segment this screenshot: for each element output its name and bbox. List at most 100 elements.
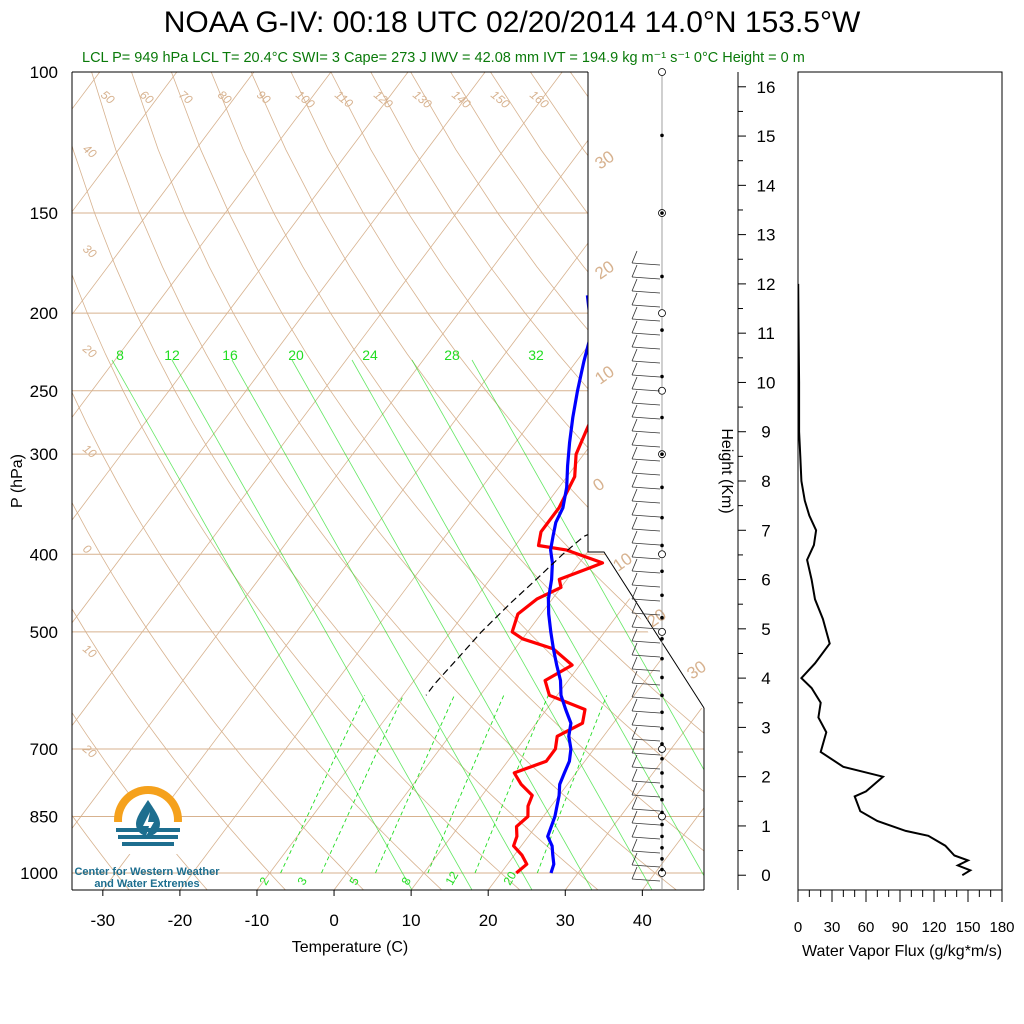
wind-barb-flag xyxy=(631,292,638,306)
isotherm-label: 80 xyxy=(215,88,234,108)
flux-axis-label: Water Vapor Flux (g/kg*m/s) xyxy=(802,943,1002,960)
mixing-ratio-label: 16 xyxy=(222,347,238,363)
pressure-tick-label: 150 xyxy=(30,204,58,223)
wind-level-dot xyxy=(660,867,664,872)
pressure-tick-label: 850 xyxy=(30,807,58,826)
flux-tick-label: 30 xyxy=(824,919,841,936)
mixing-ratio-line xyxy=(427,695,505,874)
cw3e-logo xyxy=(114,786,182,854)
wind-barb-flag xyxy=(631,768,638,782)
wind-barb xyxy=(631,710,661,714)
wind-barb xyxy=(631,402,661,406)
wind-level-dot xyxy=(660,133,664,138)
dry-adiabat-line xyxy=(250,72,704,677)
isotherm-label: 130 xyxy=(410,88,435,112)
flux-profile-line xyxy=(798,283,973,877)
isotherm-label: 110 xyxy=(332,88,356,111)
wind-level-circle xyxy=(658,550,666,559)
wind-barb-flag xyxy=(631,754,638,768)
wind-barb-flag xyxy=(631,838,638,852)
wind-level-dot xyxy=(660,857,664,861)
mixing-ratio-line xyxy=(321,695,404,874)
flux-tick-label: 180 xyxy=(989,919,1014,936)
wind-level-circle xyxy=(658,309,666,318)
wind-barb-flag xyxy=(631,544,638,558)
pressure-tick-label: 300 xyxy=(30,445,58,464)
wind-barb-flag xyxy=(631,306,638,320)
isotherm-line xyxy=(72,72,332,418)
wind-barb xyxy=(631,822,661,826)
wind-barb-flag xyxy=(631,250,638,264)
dry-adiabat-line xyxy=(72,711,208,890)
logo-line2: and Water Extremes xyxy=(94,878,200,890)
wind-barb xyxy=(631,528,661,532)
height-tick-label: 15 xyxy=(757,127,776,146)
y-axis-label: P (hPa) xyxy=(9,454,26,508)
x-axis-label: Temperature (C) xyxy=(292,939,408,956)
frame-edge xyxy=(587,72,705,709)
mixing-ratio-label: 12 xyxy=(442,869,461,888)
wind-barb-flag xyxy=(631,334,638,348)
wind-barb xyxy=(631,850,661,854)
wind-barb-flag xyxy=(631,866,638,880)
wind-barb xyxy=(631,598,661,602)
wind-barb xyxy=(631,738,661,742)
wind-barb xyxy=(631,290,661,294)
wind-barb-flag xyxy=(631,684,638,698)
wind-barb xyxy=(631,766,661,770)
height-tick-label: 8 xyxy=(761,472,770,491)
isotherm-line xyxy=(72,72,640,830)
wind-level-dot xyxy=(660,328,664,332)
wind-barb xyxy=(631,500,661,504)
dry-adiabat-line xyxy=(210,72,704,734)
flux-tick-label: 120 xyxy=(921,919,946,936)
height-tick-label: 14 xyxy=(757,176,776,195)
moist-adiabat-line xyxy=(351,359,653,890)
wind-barb-flag xyxy=(631,488,638,502)
dry-adiabat-line xyxy=(131,72,704,852)
pressure-tick-label: 400 xyxy=(30,545,58,564)
isotherm-label: 10 xyxy=(80,442,99,462)
height-tick-label: 12 xyxy=(757,275,776,294)
moist-adiabat-line xyxy=(231,359,533,890)
pressure-tick-label: 500 xyxy=(30,623,58,642)
mixing-ratio-label: 12 xyxy=(164,347,180,363)
mixing-ratio-label: 20 xyxy=(500,869,519,888)
wind-barb-flag xyxy=(631,502,638,516)
logo-line1: Center for Western Weather xyxy=(74,866,220,878)
wind-barb xyxy=(631,444,661,448)
dry-adiabat-line xyxy=(72,273,521,890)
wind-barb xyxy=(631,682,661,686)
wind-barb xyxy=(631,668,661,672)
isotherm-label: 30 xyxy=(80,242,99,262)
wind-barb-flag xyxy=(631,824,638,838)
wind-barb xyxy=(631,388,661,392)
wind-level-dot xyxy=(660,415,664,420)
wind-level-dot xyxy=(660,710,664,715)
wind-barb-flag xyxy=(631,628,638,642)
wind-level-dot xyxy=(660,656,664,661)
pressure-tick-label: 700 xyxy=(30,740,58,759)
wind-barb xyxy=(631,612,661,616)
mixing-ratio-label: 8 xyxy=(116,347,124,363)
wind-level-dot xyxy=(660,756,664,761)
logo-caption: Center for Western Weather and Water Ext… xyxy=(62,866,232,890)
wind-level-circle xyxy=(658,745,666,753)
flux-tick-label: 150 xyxy=(955,919,980,936)
wind-barb-flag xyxy=(631,474,638,488)
wind-barb xyxy=(631,584,661,588)
isotherm-label: 70 xyxy=(176,88,195,108)
wind-level-dot xyxy=(660,569,664,574)
wind-barb-flag xyxy=(631,726,638,740)
isotherm-line xyxy=(487,601,704,890)
height-tick-label: 10 xyxy=(757,373,776,392)
moist-adiabat-line xyxy=(471,359,704,771)
wind-barb-flag xyxy=(631,348,638,362)
wind-barb-flag xyxy=(631,362,638,376)
isotherm-label: 20 xyxy=(79,741,99,761)
wind-level-dot xyxy=(660,211,664,215)
wind-barb xyxy=(631,430,661,434)
